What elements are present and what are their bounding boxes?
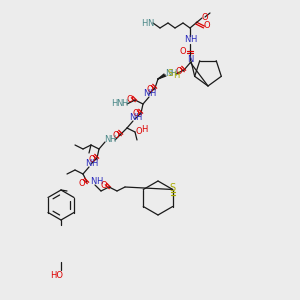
Text: O: O [113,130,119,140]
Text: S: S [170,183,176,193]
Text: HO: HO [50,271,64,280]
Text: H: H [190,35,196,44]
Text: H: H [121,98,127,107]
Text: O: O [180,47,186,56]
Text: N: N [85,158,91,167]
Text: O: O [204,20,210,29]
Text: O: O [89,154,95,164]
Text: H: H [91,158,97,167]
Text: O: O [202,13,208,22]
Text: H: H [149,88,155,98]
Text: O: O [127,94,133,103]
Text: H: H [109,134,115,143]
Text: N: N [90,178,96,187]
Text: H: H [111,98,117,107]
Text: N: N [184,35,190,44]
Text: N: N [143,88,149,98]
Text: H: H [170,68,176,77]
Text: H: H [141,124,147,134]
Text: O: O [136,127,142,136]
Text: O: O [176,67,182,76]
Text: N: N [104,134,110,143]
Text: S: S [167,70,172,79]
Text: H: H [173,71,179,80]
Text: O: O [79,178,85,188]
Text: N: N [187,56,193,64]
Text: N: N [165,68,171,77]
Text: H: H [135,113,141,122]
Text: O: O [133,110,139,118]
Text: N: N [129,113,135,122]
Text: N: N [147,19,153,28]
Text: H: H [96,178,102,187]
Text: H: H [141,19,147,28]
Text: O: O [101,181,107,190]
Text: O: O [147,85,153,94]
Text: N: N [116,98,122,107]
